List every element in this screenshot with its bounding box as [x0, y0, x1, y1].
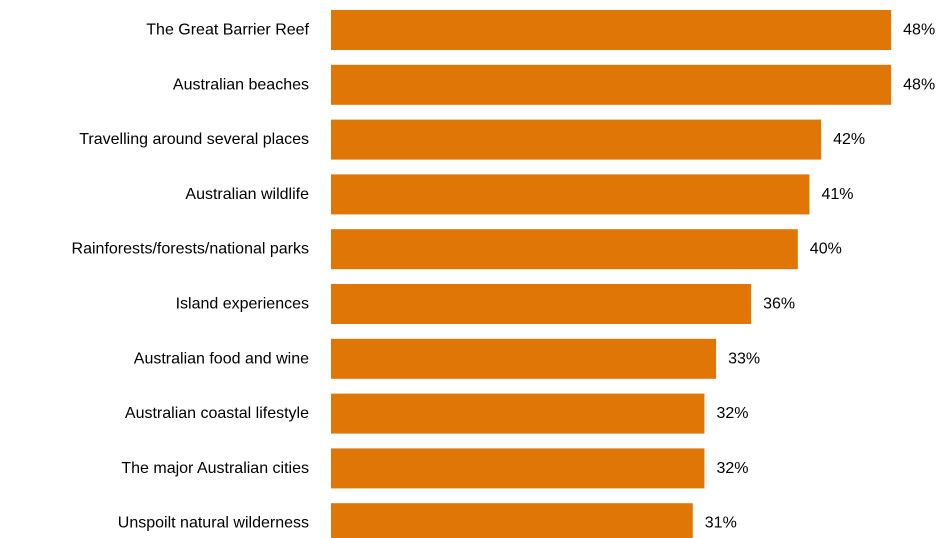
bar — [331, 229, 798, 270]
value-label: 31% — [705, 515, 737, 532]
value-label: 32% — [716, 405, 748, 422]
bar — [331, 64, 892, 105]
category-label: Australian coastal lifestyle — [125, 405, 309, 422]
category-label: Australian food and wine — [134, 350, 309, 367]
category-label: Australian beaches — [173, 76, 309, 93]
bar — [331, 503, 693, 538]
value-label: 42% — [833, 131, 865, 148]
category-label: The major Australian cities — [121, 460, 309, 477]
category-label: Travelling around several places — [79, 131, 309, 148]
bar — [331, 10, 892, 50]
bar — [331, 448, 705, 489]
value-label: 36% — [763, 296, 795, 313]
bar — [331, 174, 810, 215]
value-label: 32% — [716, 460, 748, 477]
category-label: The Great Barrier Reef — [146, 22, 309, 39]
value-label: 48% — [903, 22, 935, 39]
bar — [331, 119, 822, 160]
bar — [331, 338, 717, 379]
value-label: 33% — [728, 350, 760, 367]
value-label: 48% — [903, 76, 935, 93]
bar — [331, 284, 752, 324]
value-label: 41% — [821, 186, 853, 203]
category-label: Australian wildlife — [185, 186, 309, 203]
category-label: Rainforests/forests/national parks — [72, 241, 309, 258]
category-label: Island experiences — [176, 296, 309, 313]
bar — [331, 393, 705, 434]
value-label: 40% — [810, 241, 842, 258]
category-label: Unspoilt natural wilderness — [118, 515, 309, 532]
